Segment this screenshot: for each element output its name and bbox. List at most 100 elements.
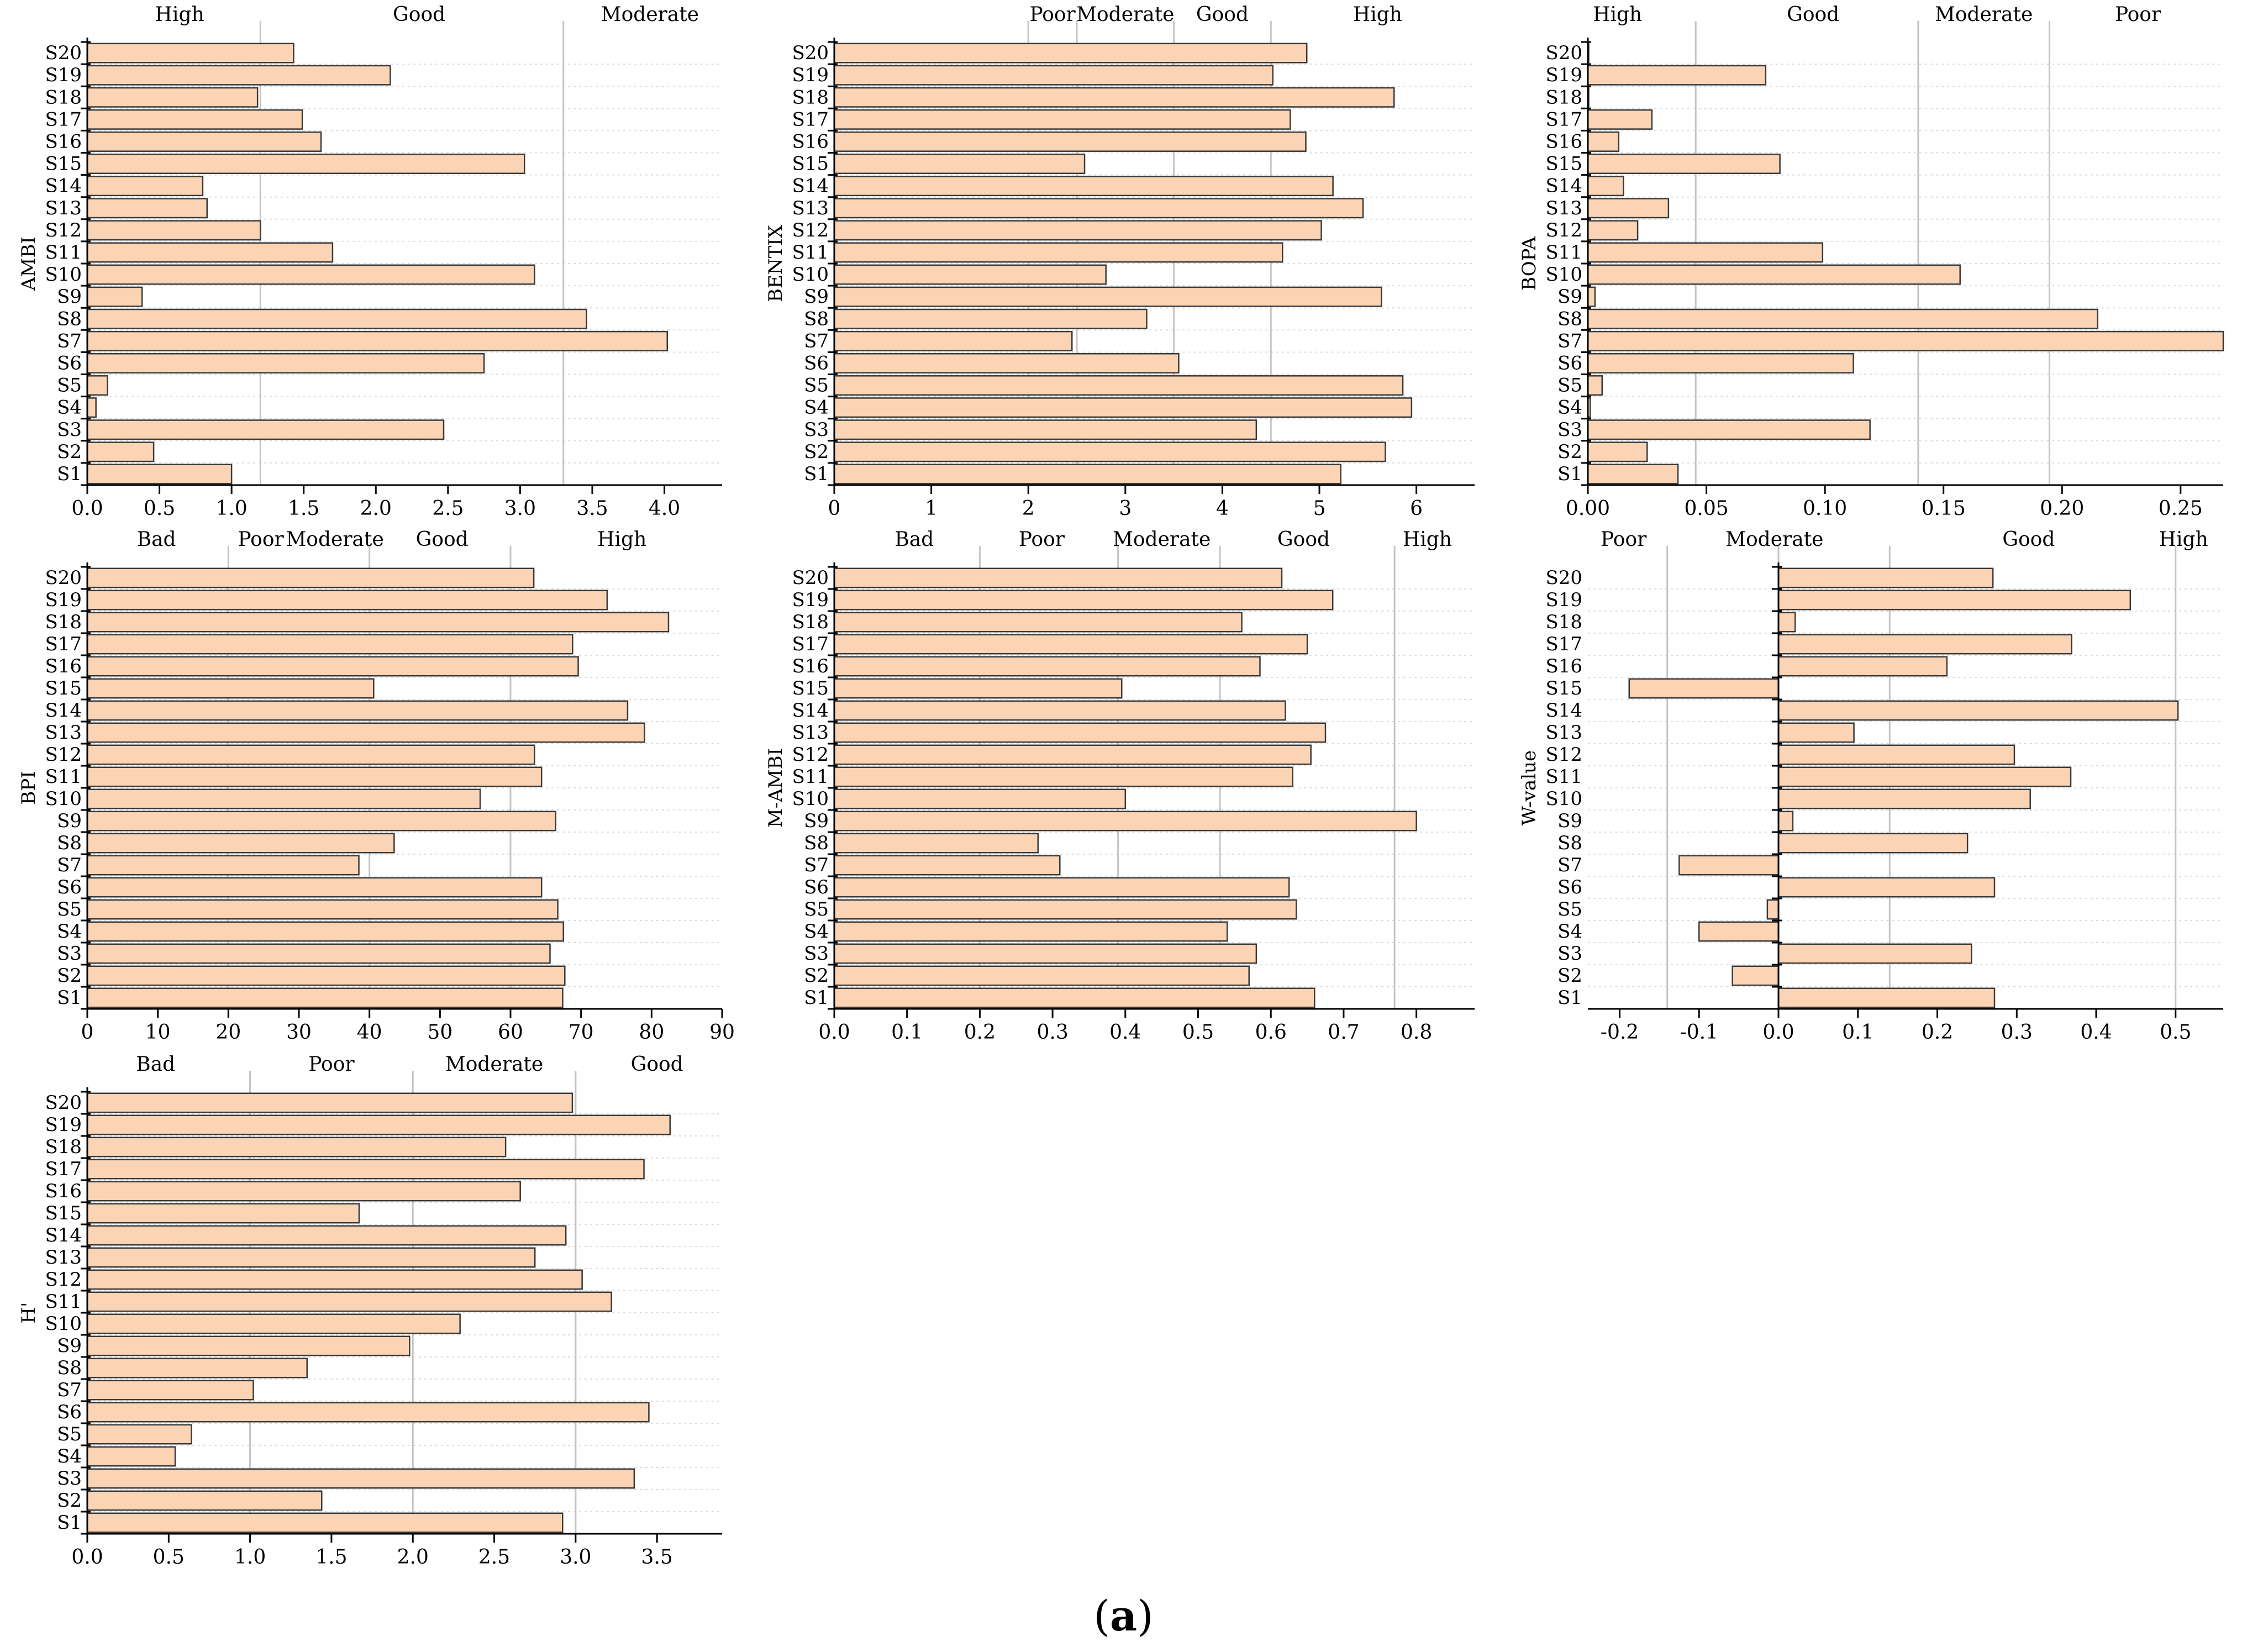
category-label: S19: [792, 64, 829, 86]
x-tick-label: 0.5: [2160, 1021, 2191, 1044]
caption-close: ): [1137, 1591, 1154, 1640]
x-tick-label: 0.2: [964, 1021, 996, 1044]
bar: [834, 591, 1333, 609]
x-tick-label: 0.0: [1762, 1021, 1794, 1044]
bar: [834, 635, 1307, 654]
category-label: S1: [804, 987, 829, 1009]
bar: [1588, 110, 1652, 129]
bar: [87, 1513, 562, 1532]
category-label: S18: [1545, 611, 1582, 633]
category-label: S15: [792, 677, 829, 699]
category-label: S3: [57, 419, 82, 441]
category-label: S1: [57, 987, 82, 1009]
category-label: S18: [45, 86, 82, 108]
bar: [87, 745, 534, 764]
class-label: Good: [416, 528, 469, 551]
category-label: S17: [792, 108, 829, 130]
bar: [87, 922, 564, 941]
category-label: S12: [45, 219, 82, 241]
category-label: S7: [57, 1379, 82, 1401]
category-label: S13: [45, 197, 82, 219]
x-tick-label: 0.0: [71, 1546, 103, 1569]
bar: [834, 745, 1311, 764]
category-label: S11: [792, 241, 829, 264]
class-label: Moderate: [445, 1053, 543, 1076]
bar: [1778, 745, 2014, 764]
category-label: S9: [1557, 286, 1582, 308]
category-label: S14: [45, 699, 82, 722]
class-label: Poor: [1029, 3, 1076, 26]
bar: [87, 1359, 307, 1377]
x-tick-label: 0: [828, 497, 841, 520]
bar: [1778, 812, 1793, 830]
category-label: S5: [804, 898, 829, 920]
category-label: S4: [1557, 920, 1582, 943]
category-label: S2: [57, 965, 82, 987]
x-tick-label: 0.2: [1922, 1021, 1953, 1044]
category-label: S6: [57, 1401, 82, 1423]
category-label: S11: [45, 766, 82, 788]
category-label: S19: [45, 589, 82, 611]
class-label: Moderate: [1935, 3, 2033, 26]
category-label: S16: [45, 655, 82, 677]
bar: [87, 767, 541, 786]
bar: [87, 265, 535, 284]
bar: [87, 1182, 520, 1201]
x-tick-label: 3.0: [560, 1546, 591, 1569]
class-label: Moderate: [286, 528, 383, 551]
x-tick-label: 0.4: [1109, 1021, 1141, 1044]
category-label: S7: [57, 854, 82, 876]
bar: [1778, 657, 1947, 676]
bar: [87, 354, 484, 372]
category-label: S15: [45, 677, 82, 699]
category-label: S4: [57, 1445, 82, 1467]
x-tick-label: 3: [1119, 497, 1132, 520]
bar: [87, 1314, 460, 1333]
bar: [87, 1292, 612, 1311]
bar: [1778, 723, 1854, 742]
bar: [1588, 376, 1602, 394]
x-tick-label: 0.0: [818, 1021, 850, 1044]
bar: [87, 332, 667, 350]
category-label: S10: [1545, 788, 1582, 810]
x-tick-label: 0.8: [1401, 1021, 1432, 1044]
category-label: S4: [804, 397, 829, 419]
category-label: S8: [57, 832, 82, 854]
category-label: S1: [57, 463, 82, 485]
category-label: S2: [1557, 441, 1582, 463]
x-tick-label: 0.5: [1182, 1021, 1214, 1044]
bar: [1588, 199, 1669, 218]
bar: [87, 1270, 582, 1289]
x-tick-label: 20: [215, 1021, 241, 1044]
category-label: S9: [1557, 810, 1582, 832]
bar: [1733, 966, 1778, 985]
figure-panels: S1S2S3S4S5S6S7S8S9S10S11S12S13S14S15S16S…: [0, 0, 2247, 1652]
bar: [1778, 701, 2178, 720]
x-tick-label: 0.6: [1255, 1021, 1287, 1044]
category-label: S16: [45, 1180, 82, 1202]
bar: [87, 1381, 254, 1400]
bar: [834, 701, 1286, 720]
x-tick-label: 0.1: [1842, 1021, 1874, 1044]
category-label: S8: [57, 1357, 82, 1379]
bar: [834, 287, 1381, 306]
class-label: Moderate: [601, 3, 699, 26]
category-label: S5: [1557, 375, 1582, 397]
category-label: S13: [45, 1246, 82, 1269]
category-label: S9: [57, 286, 82, 308]
bar: [87, 1093, 572, 1112]
class-label: Good: [2002, 528, 2055, 551]
class-label: Good: [1277, 528, 1330, 551]
bar: [834, 790, 1125, 808]
x-tick-label: 1: [925, 497, 938, 520]
bar: [87, 635, 572, 654]
bar: [1588, 309, 2098, 328]
category-label: S3: [804, 943, 829, 965]
category-label: S5: [1557, 898, 1582, 920]
bar: [834, 132, 1306, 151]
x-tick-label: 0.10: [1803, 497, 1847, 520]
category-label: S2: [57, 1490, 82, 1512]
category-label: S14: [1545, 175, 1582, 197]
category-label: S16: [1545, 130, 1582, 152]
category-label: S2: [1557, 965, 1582, 987]
